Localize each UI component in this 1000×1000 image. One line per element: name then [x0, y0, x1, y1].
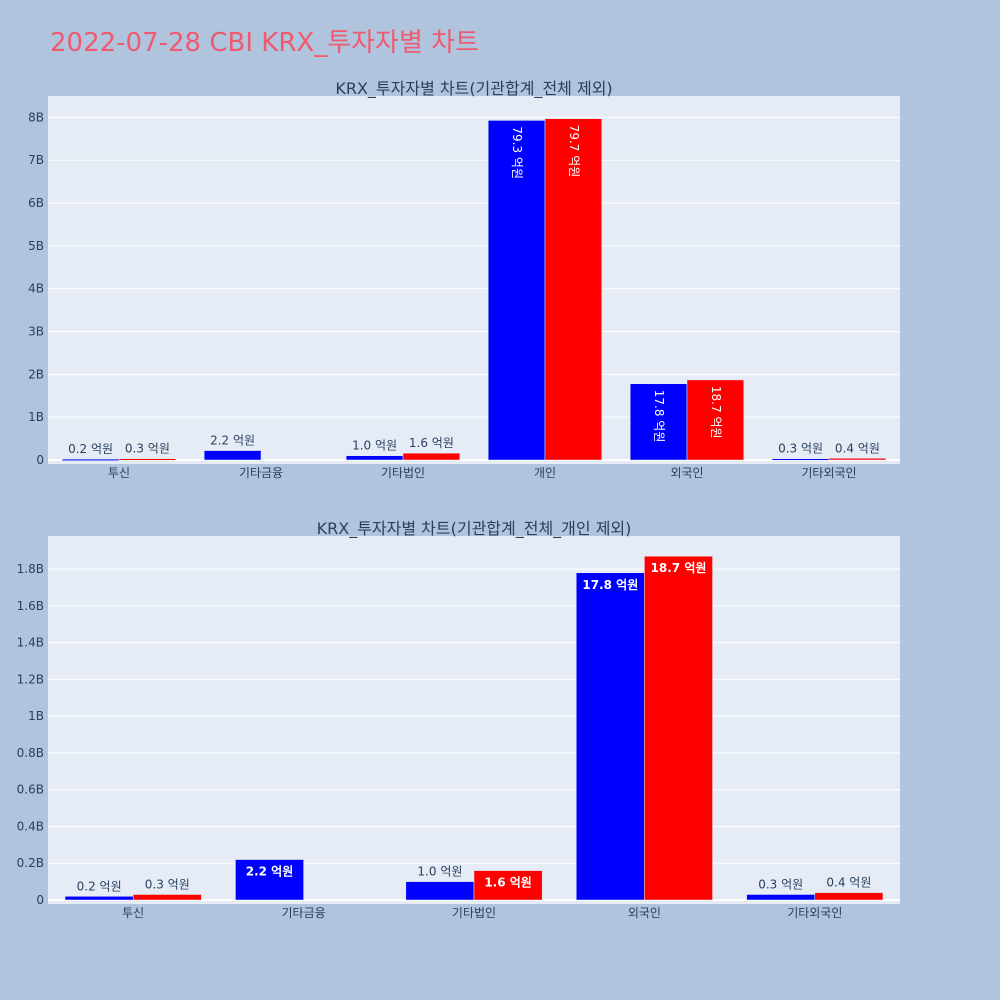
y-tick-label: 2B	[28, 367, 44, 381]
data-label: 0.2 억원	[68, 442, 113, 456]
x-tick-label: 외국인	[628, 906, 661, 920]
plot-area	[48, 96, 900, 464]
bar	[544, 118, 603, 461]
data-label: 0.3 억원	[758, 877, 803, 891]
data-label: 0.3 억원	[778, 442, 823, 456]
data-label: 2.2 억원	[246, 865, 294, 879]
x-tick-label: 기타외국인	[787, 906, 842, 920]
y-tick-label: 0.6B	[17, 783, 44, 797]
y-tick-label: 1.4B	[17, 636, 44, 650]
y-tick-label: 0.4B	[17, 819, 44, 833]
data-label: 79.3 억원	[510, 126, 524, 179]
x-tick-label: 투신	[122, 906, 144, 920]
bar	[118, 458, 177, 461]
y-tick-label: 6B	[28, 196, 44, 210]
bar	[814, 892, 884, 901]
y-tick-label: 4B	[28, 282, 44, 296]
x-tick-label: 기타금융	[239, 466, 283, 480]
bar	[771, 458, 830, 461]
bar	[61, 458, 120, 461]
x-tick-label: 기타금융	[282, 906, 326, 920]
bar	[203, 450, 262, 461]
data-label: 1.0 억원	[417, 865, 462, 879]
x-tick-label: 기타외국인	[801, 466, 856, 480]
x-tick-label: 개인	[534, 466, 556, 480]
data-label: 18.7 억원	[709, 386, 723, 439]
x-tick-label: 투신	[108, 466, 130, 480]
data-label: 79.7 억원	[567, 125, 581, 178]
bar	[132, 894, 202, 901]
chart-title: KRX_투자자별 차트(기관합계_전체_개인 제외)	[317, 519, 632, 539]
chart-1: KRX_투자자별 차트(기관합계_전체 제외) 0 1B 2B 3B 4B 5B 6B 7B 8B…	[28, 79, 900, 480]
chart-2: KRX_투자자별 차트(기관합계_전체_개인 제외) 0 0.2B 0.4B 0.6B 0…	[17, 519, 900, 920]
data-label: 1.0 억원	[352, 439, 397, 453]
bar	[405, 881, 475, 901]
y-tick-label: 1.6B	[17, 599, 44, 613]
chart-title: KRX_투자자별 차트(기관합계_전체 제외)	[335, 79, 612, 99]
bar	[487, 120, 546, 461]
bar	[345, 455, 404, 461]
y-tick-label: 0	[36, 453, 44, 467]
x-tick-label: 기타법인	[381, 466, 425, 480]
bar	[629, 383, 688, 461]
plot-area	[48, 536, 900, 904]
data-label: 1.6 억원	[409, 436, 454, 450]
bar	[746, 894, 816, 901]
data-label: 17.8 억원	[582, 578, 638, 592]
bar	[828, 458, 887, 461]
y-tick-label: 1.2B	[17, 672, 44, 686]
data-label: 0.4 억원	[826, 876, 871, 890]
bar	[402, 452, 461, 461]
data-label: 0.3 억원	[125, 442, 170, 456]
bar	[473, 870, 543, 901]
y-tick-label: 1B	[28, 709, 44, 723]
y-tick-label: 5B	[28, 239, 44, 253]
y-tick-label: 0.8B	[17, 746, 44, 760]
data-label: 17.8 억원	[652, 390, 666, 443]
data-label: 0.2 억원	[77, 879, 122, 893]
bar	[64, 896, 134, 901]
y-tick-label: 1B	[28, 410, 44, 424]
page-title: 2022-07-28 CBI KRX_투자자별 차트	[50, 28, 479, 58]
data-label: 18.7 억원	[651, 561, 707, 575]
bar	[644, 555, 713, 901]
y-tick-label: 3B	[28, 325, 44, 339]
bar	[235, 859, 304, 901]
data-label: 0.3 억원	[145, 877, 190, 891]
data-label: 2.2 억원	[210, 434, 255, 448]
y-tick-label: 8B	[28, 110, 44, 124]
x-tick-label: 기타법인	[452, 906, 496, 920]
bar	[575, 572, 645, 901]
data-label: 1.6 억원	[484, 876, 532, 890]
x-tick-label: 외국인	[670, 466, 703, 480]
y-tick-label: 0	[36, 893, 44, 907]
y-tick-label: 7B	[28, 153, 44, 167]
y-tick-label: 1.8B	[17, 562, 44, 576]
data-label: 0.4 억원	[835, 441, 880, 455]
bar	[686, 379, 745, 461]
y-tick-label: 0.2B	[17, 856, 44, 870]
